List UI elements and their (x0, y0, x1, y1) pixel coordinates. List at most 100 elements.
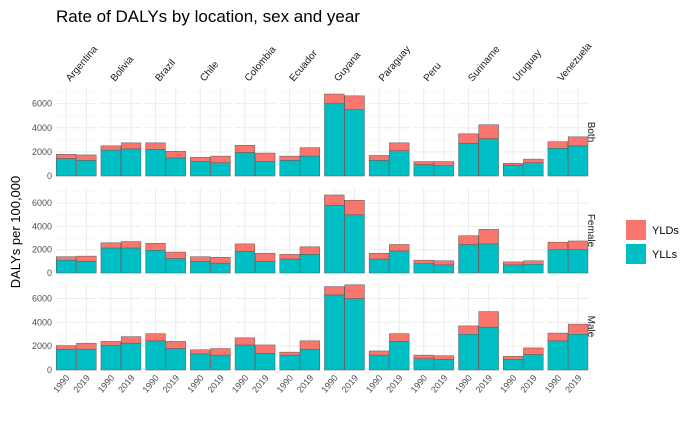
bar-ylds-bolivia-2019-both (120, 142, 142, 150)
panel-male-chile (190, 283, 231, 371)
bar-ylds-uruguay-2019-both (523, 158, 544, 163)
bar-ylds-paraguay-1990-female (368, 252, 390, 260)
strip-label-colombia: Colombia (243, 44, 279, 84)
bar-ylds-argentina-2019-male (76, 342, 97, 350)
x-tick-label: 2019 (161, 373, 182, 395)
bar-ylds-argentina-2019-female (76, 255, 97, 262)
bar-ylds-peru-2019-male (433, 355, 455, 360)
strip-label-bolivia: Bolivia (109, 54, 137, 84)
bar-ylls-bolivia-1990-male (100, 345, 121, 371)
x-tick-label: 2019 (474, 373, 495, 395)
bar-ylds-paraguay-2019-female (389, 244, 410, 252)
y-tick-label: 4000 (32, 221, 52, 231)
panel-both-uruguay (503, 88, 544, 177)
bar-ylls-suriname-1990-both (458, 143, 479, 177)
bar-ylls-uruguay-2019-both (523, 162, 544, 177)
bar-ylds-guyana-2019-female (344, 199, 365, 216)
bar-ylds-bolivia-1990-female (100, 242, 121, 249)
x-tick-label: 1990 (319, 373, 340, 395)
panel-female-venezuela (547, 188, 589, 274)
bar-ylds-peru-2019-female (433, 260, 455, 266)
bar-ylds-argentina-1990-male (56, 345, 77, 350)
panel-male-ecuador (279, 283, 320, 371)
bar-ylls-guyana-1990-male (324, 294, 345, 371)
bar-ylls-ecuador-2019-both (299, 155, 320, 177)
bar-ylls-venezuela-1990-female (547, 249, 568, 274)
bar-ylds-ecuador-1990-both (279, 155, 300, 161)
panel-male-brazil (145, 283, 186, 371)
bar-ylds-venezuela-2019-male (567, 323, 589, 335)
bar-ylls-peru-1990-female (413, 263, 434, 274)
bar-ylds-suriname-1990-both (458, 133, 479, 144)
panel-both-venezuela (547, 88, 589, 177)
strip-label-chile: Chile (198, 59, 221, 84)
strip-label-peru: Peru (422, 61, 444, 84)
x-tick-label: 2019 (205, 373, 226, 395)
panel-male-paraguay (368, 283, 410, 371)
bar-ylds-bolivia-1990-both (100, 145, 121, 151)
y-axis-ticks: 0 2000 4000 6000 0 2000 4000 6000 0 2000 4000 6000 (32, 99, 52, 375)
bar-ylds-guyana-2019-male (344, 284, 365, 299)
panel-both-colombia (234, 88, 276, 177)
x-tick-label: 1990 (185, 373, 206, 395)
bar-ylds-argentina-1990-both (56, 154, 77, 159)
bar-ylds-brazil-1990-male (145, 333, 166, 342)
panel-female-guyana (324, 188, 365, 274)
x-tick-label: 2019 (295, 373, 316, 395)
bar-ylds-chile-1990-both (190, 157, 211, 162)
bar-ylds-venezuela-1990-male (547, 332, 568, 342)
panel-both-brazil (145, 88, 186, 177)
bar-ylls-brazil-1990-male (145, 340, 166, 371)
chart-title: Rate of DALYs by location, sex and year (56, 7, 360, 26)
panel-male-venezuela (547, 283, 589, 371)
strip-label-uruguay: Uruguay (511, 48, 544, 84)
x-tick-label: 1990 (364, 373, 385, 395)
legend-key-ylls (626, 244, 646, 264)
bar-ylls-ecuador-2019-female (299, 254, 320, 274)
bar-ylds-suriname-2019-male (478, 311, 499, 328)
x-tick-label: 2019 (250, 373, 271, 395)
bar-ylds-colombia-2019-female (255, 252, 276, 262)
y-tick-label: 2000 (32, 245, 52, 255)
bar-ylls-uruguay-1990-both (503, 164, 524, 177)
bar-ylls-colombia-1990-female (234, 251, 256, 274)
bar-ylds-peru-1990-male (413, 354, 434, 359)
bar-ylds-brazil-1990-both (145, 142, 166, 150)
bar-ylls-venezuela-2019-male (567, 333, 589, 371)
bar-ylls-paraguay-1990-female (368, 258, 390, 274)
bar-ylls-suriname-2019-male (478, 326, 499, 371)
bar-ylls-ecuador-1990-female (279, 258, 300, 274)
bar-ylls-chile-2019-male (210, 354, 231, 371)
bar-ylls-argentina-2019-male (76, 348, 97, 371)
x-tick-label: 1990 (409, 373, 430, 395)
bar-ylls-suriname-1990-female (458, 244, 479, 274)
strip-label-venezuela: Venezuela (556, 41, 595, 84)
bar-ylds-venezuela-1990-both (547, 141, 568, 149)
bar-ylds-guyana-2019-both (344, 95, 365, 110)
bar-ylls-brazil-1990-both (145, 149, 166, 177)
bar-ylls-guyana-2019-both (344, 109, 365, 177)
x-tick-label: 2019 (116, 373, 137, 395)
bar-ylds-ecuador-2019-both (299, 147, 320, 157)
strip-label-guyana: Guyana (332, 50, 363, 84)
bar-ylls-uruguay-2019-female (523, 264, 544, 274)
panel-male-bolivia (100, 283, 142, 371)
panel-both-peru (413, 88, 455, 177)
bar-ylls-venezuela-1990-both (547, 148, 568, 177)
panel-male-suriname (458, 283, 499, 371)
x-tick-label: 2019 (563, 373, 584, 395)
panel-female-peru (413, 188, 455, 274)
legend-label-ylds: YLDs (652, 225, 679, 237)
panel-both-chile (190, 88, 231, 177)
bar-ylls-chile-2019-female (210, 262, 231, 274)
strip-label-paraguay: Paraguay (377, 44, 413, 84)
x-tick-label: 1990 (275, 373, 296, 395)
bar-ylds-argentina-2019-both (76, 154, 97, 161)
panel-female-argentina (56, 188, 97, 274)
bar-ylds-colombia-1990-both (234, 145, 256, 153)
bar-ylls-venezuela-2019-both (567, 145, 589, 177)
y-axis-label: DALYs per 100,000 (8, 176, 23, 289)
bar-ylls-chile-1990-both (190, 161, 211, 177)
bar-ylls-argentina-1990-both (56, 158, 77, 177)
